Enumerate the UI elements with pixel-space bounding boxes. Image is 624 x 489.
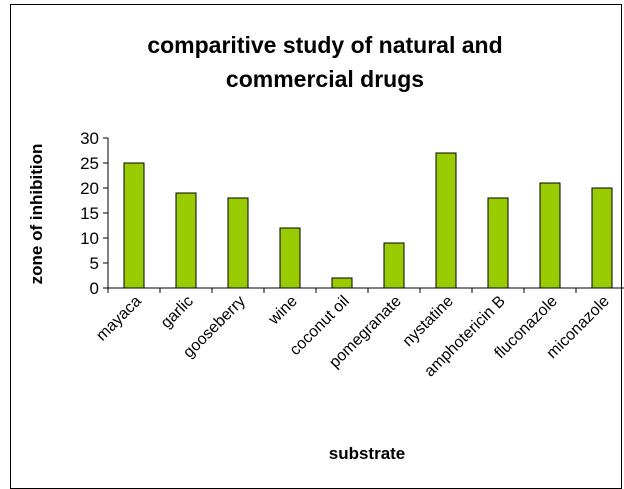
bar-amphotericin-b [487, 197, 509, 289]
bar-pomegranate [383, 242, 405, 289]
bar-fluconazole [539, 182, 561, 289]
bar-coconut-oil [331, 277, 353, 289]
chart-title-line-1: comparitive study of natural and [147, 32, 502, 58]
bar-chart: comparitive study of natural and commerc… [27, 32, 624, 463]
y-tick-label: 15 [80, 204, 99, 223]
y-tick-label: 30 [80, 129, 99, 148]
chart-frame [10, 4, 622, 489]
bar-gooseberry [227, 197, 249, 289]
x-tick-label: wine [265, 293, 301, 329]
y-axis-title: zone of inhibition [27, 144, 46, 285]
chart-title-line-2: commercial drugs [226, 66, 424, 92]
y-tick-label: 10 [80, 229, 99, 248]
y-tick-label: 5 [90, 254, 99, 273]
bar-miconazole [591, 187, 613, 289]
y-tick-label: 25 [80, 154, 99, 173]
bar-nystatine [435, 152, 457, 289]
x-tick-label: mayaca [93, 293, 145, 345]
y-tick-label: 20 [80, 179, 99, 198]
x-axis-title: substrate [329, 444, 406, 463]
bar-mayaca [123, 162, 145, 289]
x-tick-label: garlic [158, 293, 197, 332]
bar-garlic [175, 192, 197, 289]
bar-wine [279, 227, 301, 289]
y-tick-label: 0 [90, 279, 99, 298]
